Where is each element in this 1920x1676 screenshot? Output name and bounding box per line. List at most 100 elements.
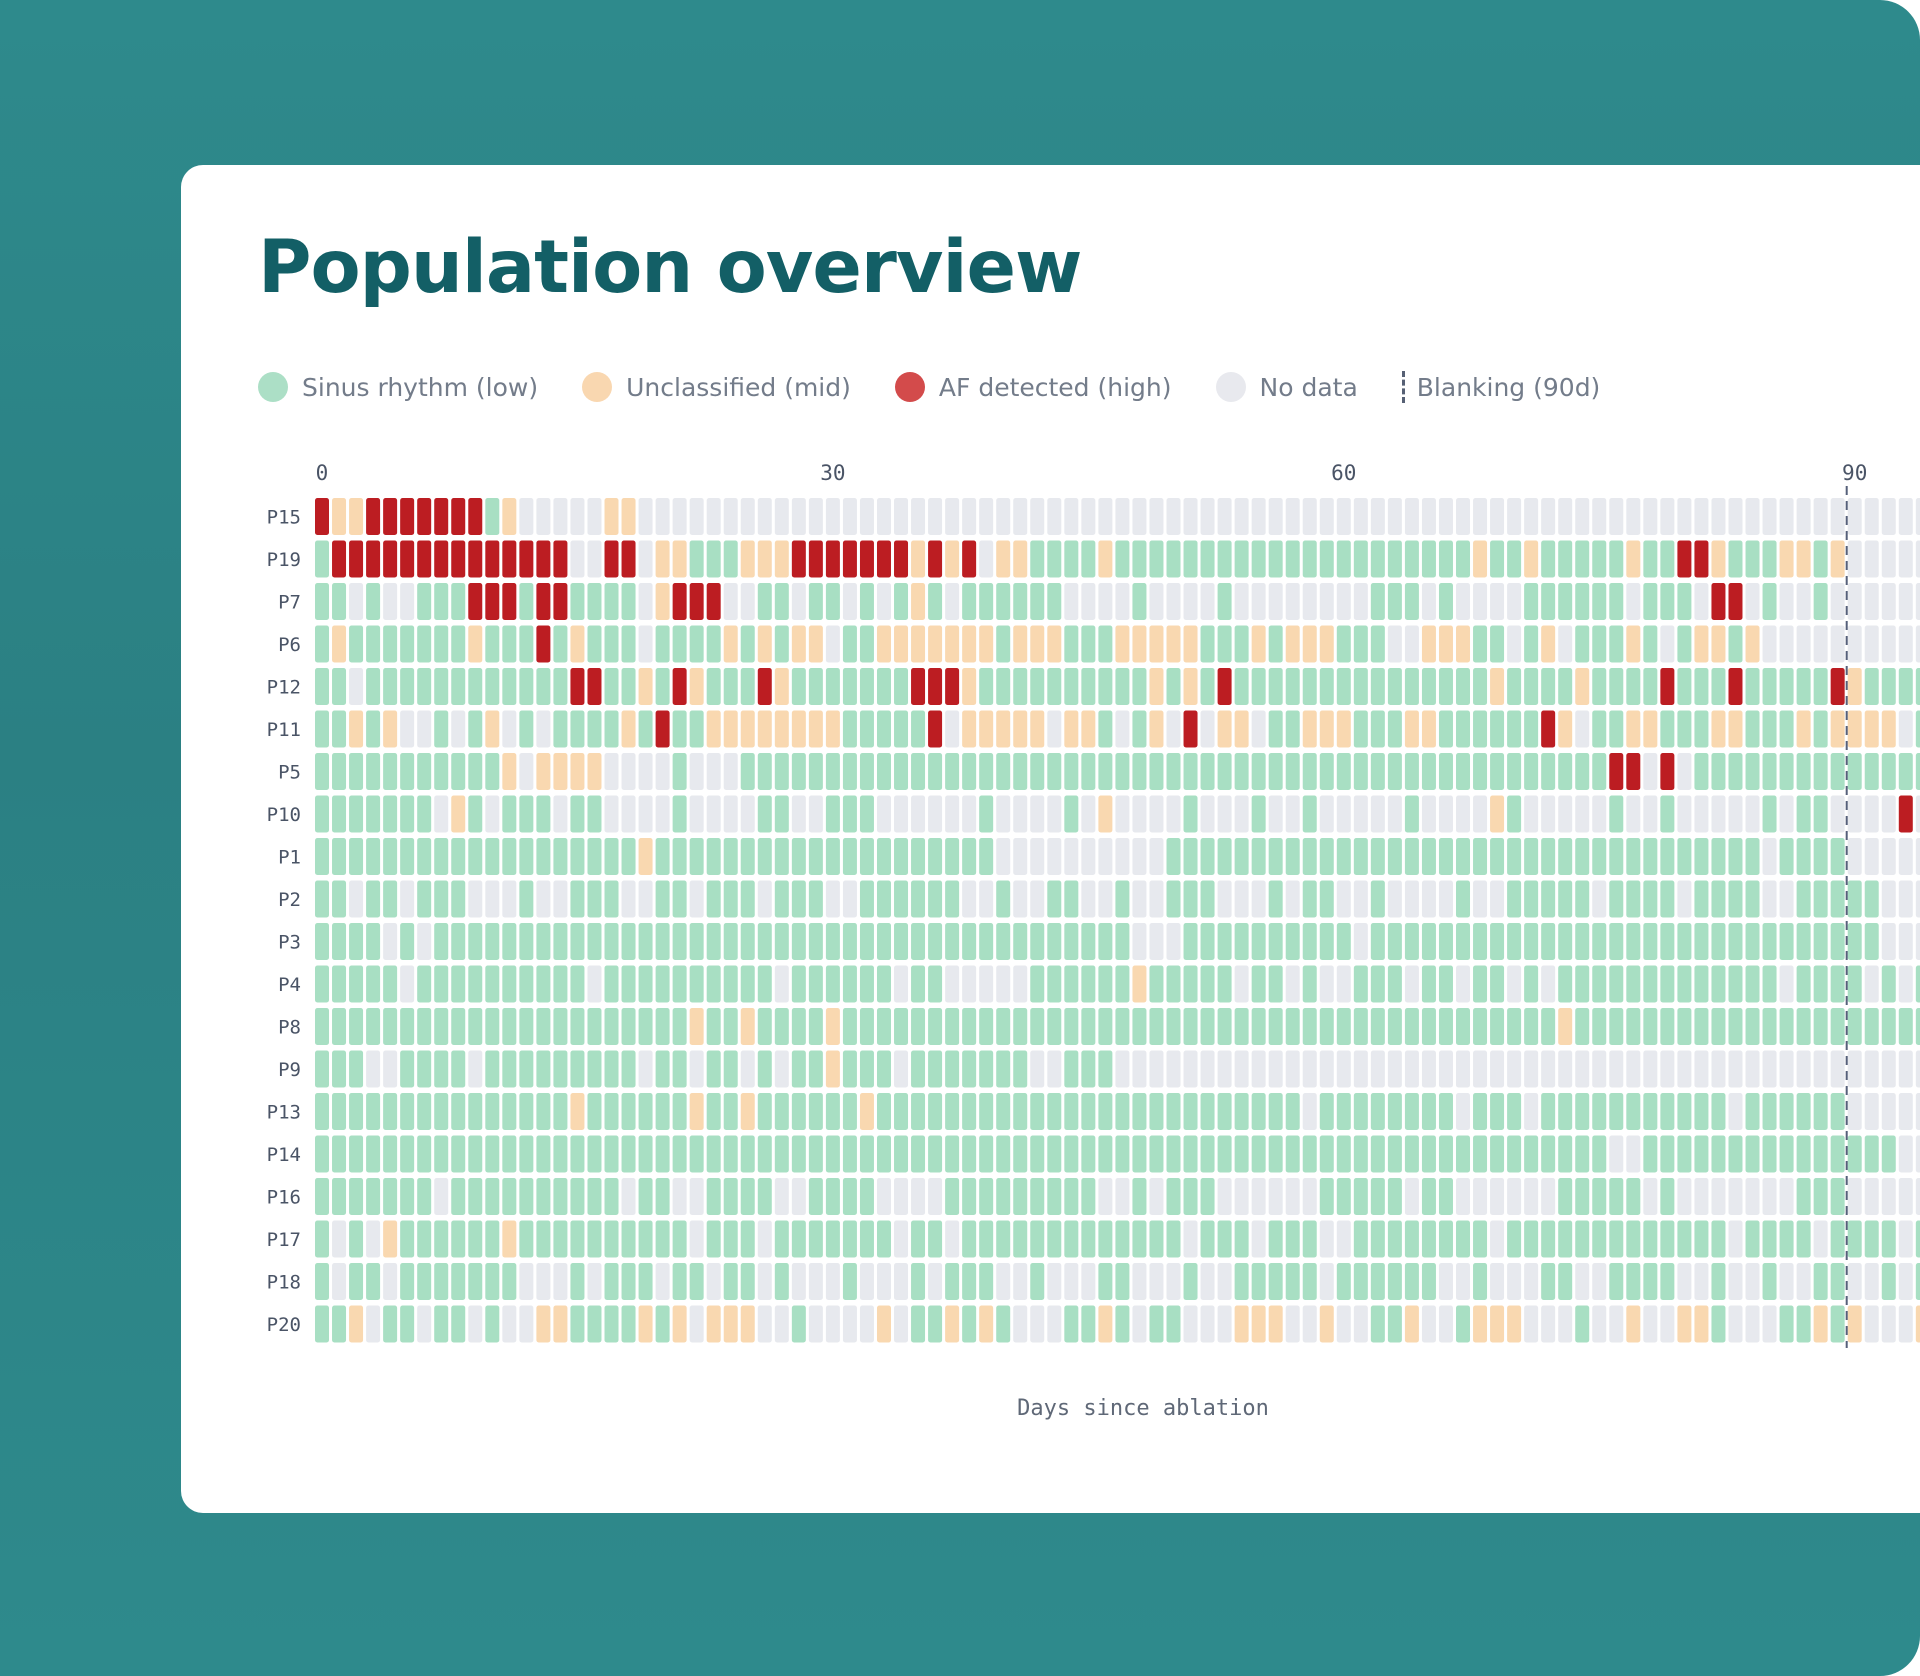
cell-p12-day-83 [1728,668,1743,705]
cell-p20-day-34 [894,1305,909,1343]
cell-p11-day-2 [349,710,364,748]
cell-p20-day-88 [1813,1305,1828,1343]
cell-p7-day-65 [1421,583,1436,620]
cell-p1-day-36 [928,838,943,875]
cell-p3-day-27 [774,923,789,960]
cell-p14-day-33 [876,1135,891,1173]
cell-p6-day-87 [1796,625,1811,663]
cell-p7-day-19 [638,583,653,620]
cell-p9-day-61 [1353,1050,1368,1088]
cell-p18-day-88 [1813,1263,1828,1300]
cell-p12-day-20 [655,668,670,705]
cell-p9-day-34 [894,1050,909,1088]
cell-p17-day-25 [740,1220,755,1258]
cell-p19-day-46 [1098,540,1113,578]
cell-p19-day-27 [774,540,789,578]
cell-p15-day-67 [1456,498,1471,535]
cell-p5-day-88 [1813,753,1828,790]
cell-p15-day-57 [1285,498,1300,535]
row-label-p12: P12 [267,677,301,699]
cell-p19-day-45 [1081,540,1096,578]
cell-p2-day-70 [1507,880,1522,918]
cell-p12-day-47 [1115,668,1130,705]
legend-label-blanking: Blanking (90d) [1416,372,1601,402]
cell-p20-day-85 [1762,1305,1777,1343]
cell-p10-day-80 [1677,795,1692,833]
cell-p2-day-21 [672,880,687,918]
cell-p19-day-7 [434,540,449,578]
cell-p6-day-57 [1285,625,1300,663]
cell-p9-day-10 [485,1050,500,1088]
cell-p3-day-26 [757,923,772,960]
cell-p13-day-31 [842,1093,857,1130]
cell-p3-day-33 [876,923,891,960]
cell-p4-day-5 [400,965,415,1003]
cell-p9-day-29 [808,1050,823,1088]
cell-p2-day-52 [1200,880,1215,918]
cell-p7-day-47 [1115,583,1130,620]
cell-p1-day-89 [1830,838,1845,875]
cell-p10-day-60 [1336,795,1351,833]
cell-p15-day-38 [962,498,977,535]
cell-p14-day-15 [570,1135,585,1173]
cell-p11-day-13 [536,710,551,748]
cell-p18-day-63 [1387,1263,1402,1300]
cell-p20-day-80 [1677,1305,1692,1343]
cell-p14-day-76 [1609,1135,1624,1173]
cell-p15-day-15 [570,498,585,535]
cell-p19-day-25 [740,540,755,578]
cell-p18-day-6 [417,1263,432,1300]
cell-p17-day-19 [638,1220,653,1258]
cell-p11-day-22 [689,710,704,748]
cell-p16-day-32 [859,1178,874,1215]
cell-p20-day-8 [451,1305,466,1343]
cell-p8-day-76 [1609,1008,1624,1045]
cell-p15-day-65 [1421,498,1436,535]
cell-p2-day-90 [1847,880,1862,918]
cell-p17-day-34 [894,1220,909,1258]
cell-p2-day-57 [1285,880,1300,918]
cell-p13-day-35 [911,1093,926,1130]
cell-p14-day-4 [383,1135,398,1173]
cell-p2-day-42 [1030,880,1045,918]
cell-p14-day-79 [1660,1135,1675,1173]
cell-p7-day-49 [1149,583,1164,620]
cell-p16-day-81 [1694,1178,1709,1215]
row-label-p14: P14 [267,1144,301,1166]
cell-p8-day-36 [928,1008,943,1045]
cell-p3-day-37 [945,923,960,960]
cell-p19-day-82 [1711,540,1726,578]
cell-p7-day-17 [604,583,619,620]
cell-p2-day-89 [1830,880,1845,918]
cell-p7-day-68 [1473,583,1488,620]
cell-p13-day-85 [1762,1093,1777,1130]
cell-p8-day-64 [1404,1008,1419,1045]
cell-p3-day-42 [1030,923,1045,960]
cell-p7-day-71 [1524,583,1539,620]
cell-p16-day-84 [1745,1178,1760,1215]
cell-p13-day-77 [1626,1093,1641,1130]
cell-p1-day-60 [1336,838,1351,875]
cell-p9-day-58 [1302,1050,1317,1088]
cell-p16-day-19 [638,1178,653,1215]
cell-p2-day-14 [553,880,568,918]
cell-p7-day-2 [349,583,364,620]
cell-p1-day-28 [791,838,806,875]
cell-p4-day-76 [1609,965,1624,1003]
cell-p10-day-59 [1319,795,1334,833]
row-label-p19: P19 [267,549,301,571]
cell-p5-day-3 [366,753,381,790]
cell-p15-day-61 [1353,498,1368,535]
cell-p18-day-22 [689,1263,704,1300]
cell-p5-day-84 [1745,753,1760,790]
cell-p17-day-83 [1728,1220,1743,1258]
cell-p8-day-92 [1881,1008,1896,1045]
cell-p17-day-36 [928,1220,943,1258]
cell-p6-day-62 [1370,625,1385,663]
cell-p7-day-40 [996,583,1011,620]
cell-p3-day-13 [536,923,551,960]
cell-p1-day-76 [1609,838,1624,875]
cell-p14-day-65 [1421,1135,1436,1173]
cell-p10-day-72 [1541,795,1556,833]
cell-p2-day-35 [911,880,926,918]
